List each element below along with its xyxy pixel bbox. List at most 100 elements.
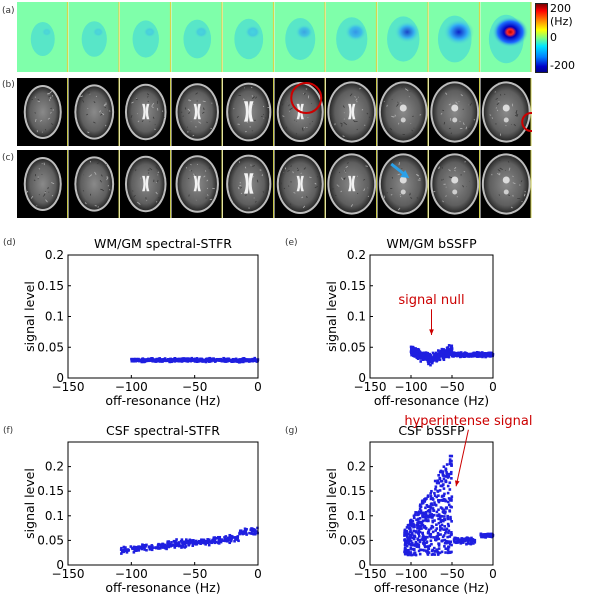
field-map-tile (68, 2, 120, 72)
data-point (447, 355, 451, 359)
y-tick-label: 0.05 (339, 340, 366, 354)
data-point (446, 353, 450, 356)
data-points (119, 526, 259, 555)
data-point (417, 355, 421, 359)
y-tick-label: 0.1 (347, 509, 366, 523)
data-point (426, 509, 430, 513)
data-point (181, 543, 185, 546)
data-point (429, 527, 433, 530)
data-point (449, 472, 453, 476)
data-point (121, 549, 124, 552)
data-point (410, 522, 413, 525)
x-axis-label: off-resonance (Hz) (105, 580, 220, 595)
data-point (489, 535, 492, 538)
data-point (462, 538, 466, 541)
data-point (405, 544, 409, 548)
bssfp-image-tile (17, 150, 68, 218)
data-point (217, 359, 221, 362)
data-point (407, 541, 410, 545)
data-point (407, 552, 411, 556)
data-point (422, 512, 426, 516)
data-point (417, 535, 421, 538)
data-point (451, 354, 455, 358)
data-point (437, 353, 441, 356)
data-point (193, 358, 197, 361)
data-point (157, 358, 161, 361)
data-point (450, 477, 453, 480)
data-point (442, 355, 446, 359)
data-point (238, 531, 242, 535)
data-point (167, 358, 171, 362)
data-point (418, 521, 421, 525)
data-point (207, 543, 211, 547)
data-point (410, 531, 414, 535)
data-point (136, 358, 140, 362)
data-point (208, 540, 212, 543)
data-point (255, 360, 259, 363)
data-point (202, 359, 206, 362)
data-point (484, 354, 488, 357)
data-point (476, 351, 480, 355)
data-point (218, 537, 221, 541)
data-point (422, 353, 425, 357)
data-point (442, 358, 446, 362)
bssfp-image-tiles (17, 150, 532, 218)
data-point (448, 542, 452, 546)
data-point (185, 540, 188, 543)
data-point (408, 530, 412, 534)
data-point (143, 548, 146, 551)
y-tick-label: 0.15 (37, 279, 64, 293)
data-point (447, 503, 451, 507)
stfr-image-tile (68, 78, 120, 146)
data-point (216, 535, 220, 539)
data-point (135, 545, 138, 549)
data-point (409, 349, 413, 353)
data-point (208, 356, 211, 360)
data-point (446, 517, 450, 521)
data-point (441, 518, 445, 522)
data-point (418, 540, 422, 544)
data-point (445, 346, 449, 350)
data-point (465, 536, 468, 540)
data-point (439, 499, 443, 502)
data-point (429, 354, 433, 357)
data-point (450, 505, 453, 509)
data-point (434, 487, 437, 491)
axes-frame (67, 441, 259, 566)
data-point (435, 527, 439, 530)
data-point (427, 551, 431, 554)
data-point (141, 357, 145, 360)
data-point (416, 347, 420, 351)
data-point (446, 484, 450, 488)
data-point (420, 352, 423, 356)
data-point (438, 489, 442, 492)
bssfp-image-tile (171, 150, 223, 218)
data-point (442, 494, 446, 497)
data-point (437, 517, 441, 521)
data-point (417, 529, 421, 533)
data-point (412, 547, 415, 551)
data-point (423, 515, 427, 519)
field-map-tiles (17, 2, 532, 72)
data-point (413, 351, 417, 354)
y-axis-label: signal level (22, 281, 37, 352)
panel-label-a: (a) (2, 6, 15, 16)
data-point (412, 516, 416, 520)
data-point (408, 542, 412, 545)
data-point (158, 358, 162, 361)
data-point (199, 358, 203, 362)
data-point (161, 544, 164, 548)
data-point (406, 536, 410, 539)
data-point (431, 507, 435, 510)
annotation-text: signal null (398, 293, 464, 308)
data-point (429, 495, 433, 498)
data-point (210, 358, 214, 362)
data-point (422, 357, 426, 361)
data-point (432, 513, 436, 517)
data-point (119, 548, 123, 551)
data-point (233, 358, 236, 362)
data-point (480, 353, 483, 357)
data-point (429, 539, 433, 543)
data-point (419, 511, 422, 515)
data-point (433, 352, 436, 356)
